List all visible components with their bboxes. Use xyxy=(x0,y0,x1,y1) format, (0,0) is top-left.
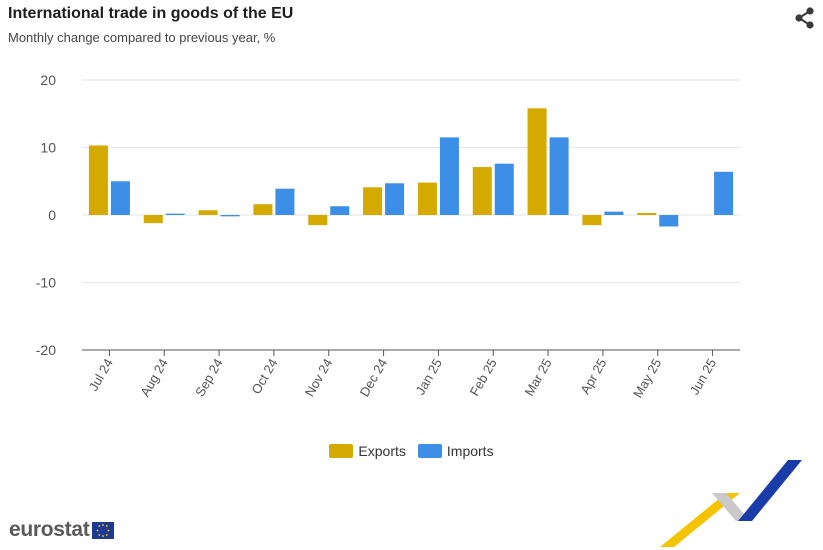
eurostat-logo: eurostat xyxy=(9,518,115,542)
legend: Exports Imports xyxy=(0,443,823,459)
chart-title: International trade in goods of the EU xyxy=(8,5,294,22)
y-axis-ticks: 20 10 0 -10 -20 xyxy=(36,72,56,358)
bar-exports-feb-25[interactable] xyxy=(472,167,492,215)
legend-swatch-imports xyxy=(417,444,442,458)
x-tick-label: Aug 24 xyxy=(137,356,171,399)
bar-exports-mar-25[interactable] xyxy=(527,108,547,215)
legend-swatch-exports xyxy=(329,444,354,458)
bar-imports-feb-25[interactable] xyxy=(494,163,514,215)
bars xyxy=(88,108,734,227)
gridlines xyxy=(82,79,740,351)
x-tick-label: Jan 25 xyxy=(413,356,446,397)
y-tick-label: -20 xyxy=(36,342,56,358)
share-icon[interactable] xyxy=(793,6,817,30)
x-tick-label: Feb 25 xyxy=(467,356,500,399)
x-tick-label: Apr 25 xyxy=(577,356,609,397)
bar-exports-oct-24[interactable] xyxy=(253,204,273,215)
bar-exports-jul-24[interactable] xyxy=(88,145,108,215)
y-tick-label: 20 xyxy=(40,72,56,88)
bar-imports-jan-25[interactable] xyxy=(439,137,459,215)
bar-imports-jun-25[interactable] xyxy=(714,171,734,215)
legend-label-exports: Exports xyxy=(358,443,406,459)
x-tick-label: Dec 24 xyxy=(357,356,391,399)
bar-exports-sep-24[interactable] xyxy=(198,210,218,215)
legend-label-imports: Imports xyxy=(446,443,494,459)
eu-flag-icon xyxy=(92,521,115,539)
x-tick-label: Jul 24 xyxy=(86,356,116,394)
y-tick-label: -10 xyxy=(36,275,56,291)
bar-exports-apr-25[interactable] xyxy=(582,215,602,226)
bar-imports-may-25[interactable] xyxy=(659,215,679,227)
y-tick-label: 0 xyxy=(48,207,56,223)
bar-imports-mar-25[interactable] xyxy=(549,137,569,215)
bar-imports-nov-24[interactable] xyxy=(330,206,350,215)
bar-imports-sep-24[interactable] xyxy=(220,215,240,217)
chart-subtitle: Monthly change compared to previous year… xyxy=(8,30,276,45)
legend-item-imports[interactable]: Imports xyxy=(417,443,494,459)
x-axis-ticks: Jul 24 Aug 24 Sep 24 Oct 24 Nov 24 Dec 24 Jan … xyxy=(86,350,720,400)
bar-exports-may-25[interactable] xyxy=(637,212,657,215)
y-tick-label: 10 xyxy=(40,140,56,156)
x-tick-label: Nov 24 xyxy=(302,356,336,399)
legend-item-exports[interactable]: Exports xyxy=(329,443,406,459)
bar-exports-dec-24[interactable] xyxy=(363,187,383,215)
bar-imports-aug-24[interactable] xyxy=(165,213,185,215)
x-tick-label: Mar 25 xyxy=(521,356,554,399)
bar-imports-jul-24[interactable] xyxy=(110,181,130,215)
x-tick-label: Sep 24 xyxy=(192,356,226,399)
logo-text: eurostat xyxy=(9,518,90,541)
bar-exports-nov-24[interactable] xyxy=(308,215,328,226)
x-tick-label: Oct 24 xyxy=(248,356,280,397)
bar-imports-oct-24[interactable] xyxy=(275,188,295,215)
bar-chart: 20 10 0 -10 -20 Jul 24 Aug 24 Sep 24 Oct 24 Nov … xyxy=(36,72,740,400)
x-tick-label: May 25 xyxy=(630,356,664,400)
decorative-arrow-logo xyxy=(660,460,802,547)
bar-imports-dec-24[interactable] xyxy=(385,183,405,215)
bar-imports-apr-25[interactable] xyxy=(604,211,624,215)
bar-exports-aug-24[interactable] xyxy=(143,215,163,224)
bar-exports-jan-25[interactable] xyxy=(417,182,437,215)
x-tick-label: Jun 25 xyxy=(687,356,720,397)
